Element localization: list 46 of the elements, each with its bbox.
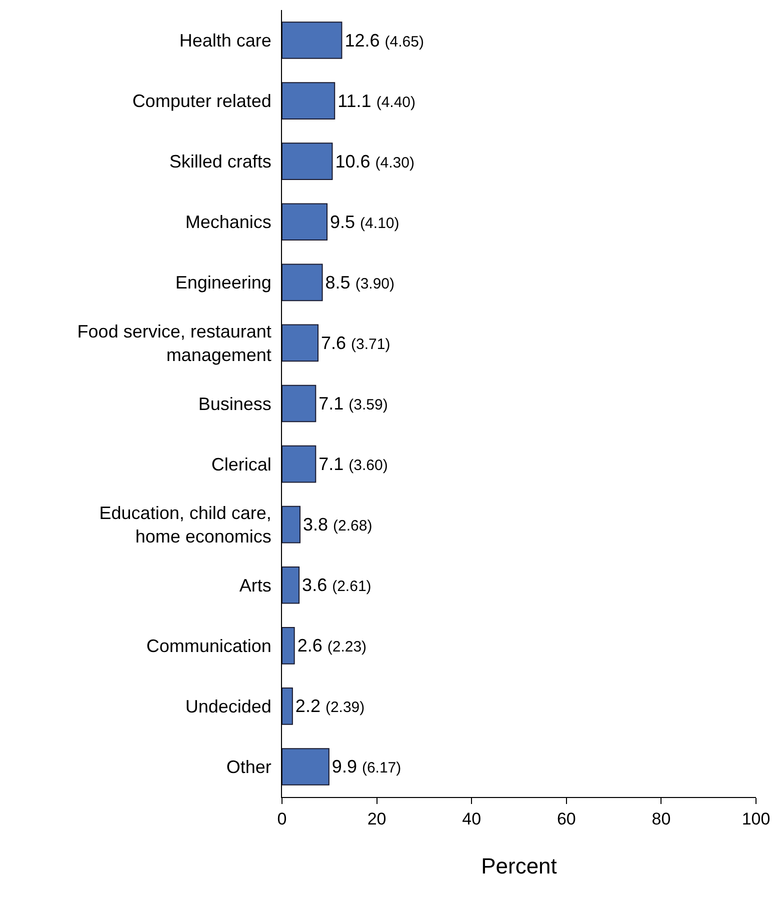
y-tick-label: Skilled crafts [169, 152, 272, 172]
bar [282, 324, 319, 362]
data-label: 8.5 (3.90) [325, 272, 395, 292]
data-label: 3.6 (2.61) [302, 575, 372, 596]
data-label: 9.5 (4.10) [330, 212, 400, 232]
y-tick-label: Undecided [185, 696, 272, 716]
y-tick-label: Communication [146, 636, 272, 656]
y-tick-label: Education, child care, home economics [99, 503, 272, 547]
x-tick-label: 40 [462, 809, 482, 828]
bar [282, 203, 328, 241]
x-tick-label: 20 [367, 809, 386, 828]
y-tick-label: Business [198, 394, 272, 414]
data-label: 7.6 (3.71) [321, 332, 390, 353]
x-tick-label: 80 [652, 809, 671, 828]
y-tick-label: Food service, restaurant management [77, 322, 272, 365]
bar [282, 445, 316, 483]
y-tick-label: Engineering [175, 272, 272, 293]
data-label: 11.1 (4.40) [338, 90, 416, 111]
data-label: 12.6 (4.65) [344, 30, 424, 50]
data-label: 7.1 (3.60) [318, 454, 388, 474]
data-label: 10.6 (4.30) [335, 151, 414, 172]
bar [282, 566, 300, 604]
x-tick-label: 0 [277, 809, 287, 828]
y-tick-label: Clerical [211, 454, 272, 474]
bar [282, 142, 333, 180]
bar [282, 22, 342, 59]
bar [282, 264, 323, 302]
bar [282, 748, 330, 786]
x-tick-label: 60 [556, 809, 576, 828]
bar [282, 626, 295, 664]
bar [282, 384, 316, 422]
data-label: 7.1 (3.59) [318, 394, 388, 414]
data-label: 3.8 (2.68) [303, 514, 372, 535]
data-label: 9.9 (6.17) [332, 756, 402, 777]
x-tick-label: 100 [742, 809, 770, 828]
data-label: 2.6 (2.23) [297, 636, 367, 656]
y-tick-label: Mechanics [185, 212, 272, 232]
x-axis-title: Percent [481, 853, 557, 878]
y-tick-label: Other [226, 757, 272, 778]
y-tick-label: Health care [179, 30, 272, 51]
bar [282, 82, 336, 120]
bar [282, 688, 293, 725]
bar [282, 506, 301, 544]
y-tick-label: Arts [239, 575, 272, 596]
y-tick-label: Computer related [132, 91, 272, 112]
data-label: 2.2 (2.39) [295, 696, 365, 716]
